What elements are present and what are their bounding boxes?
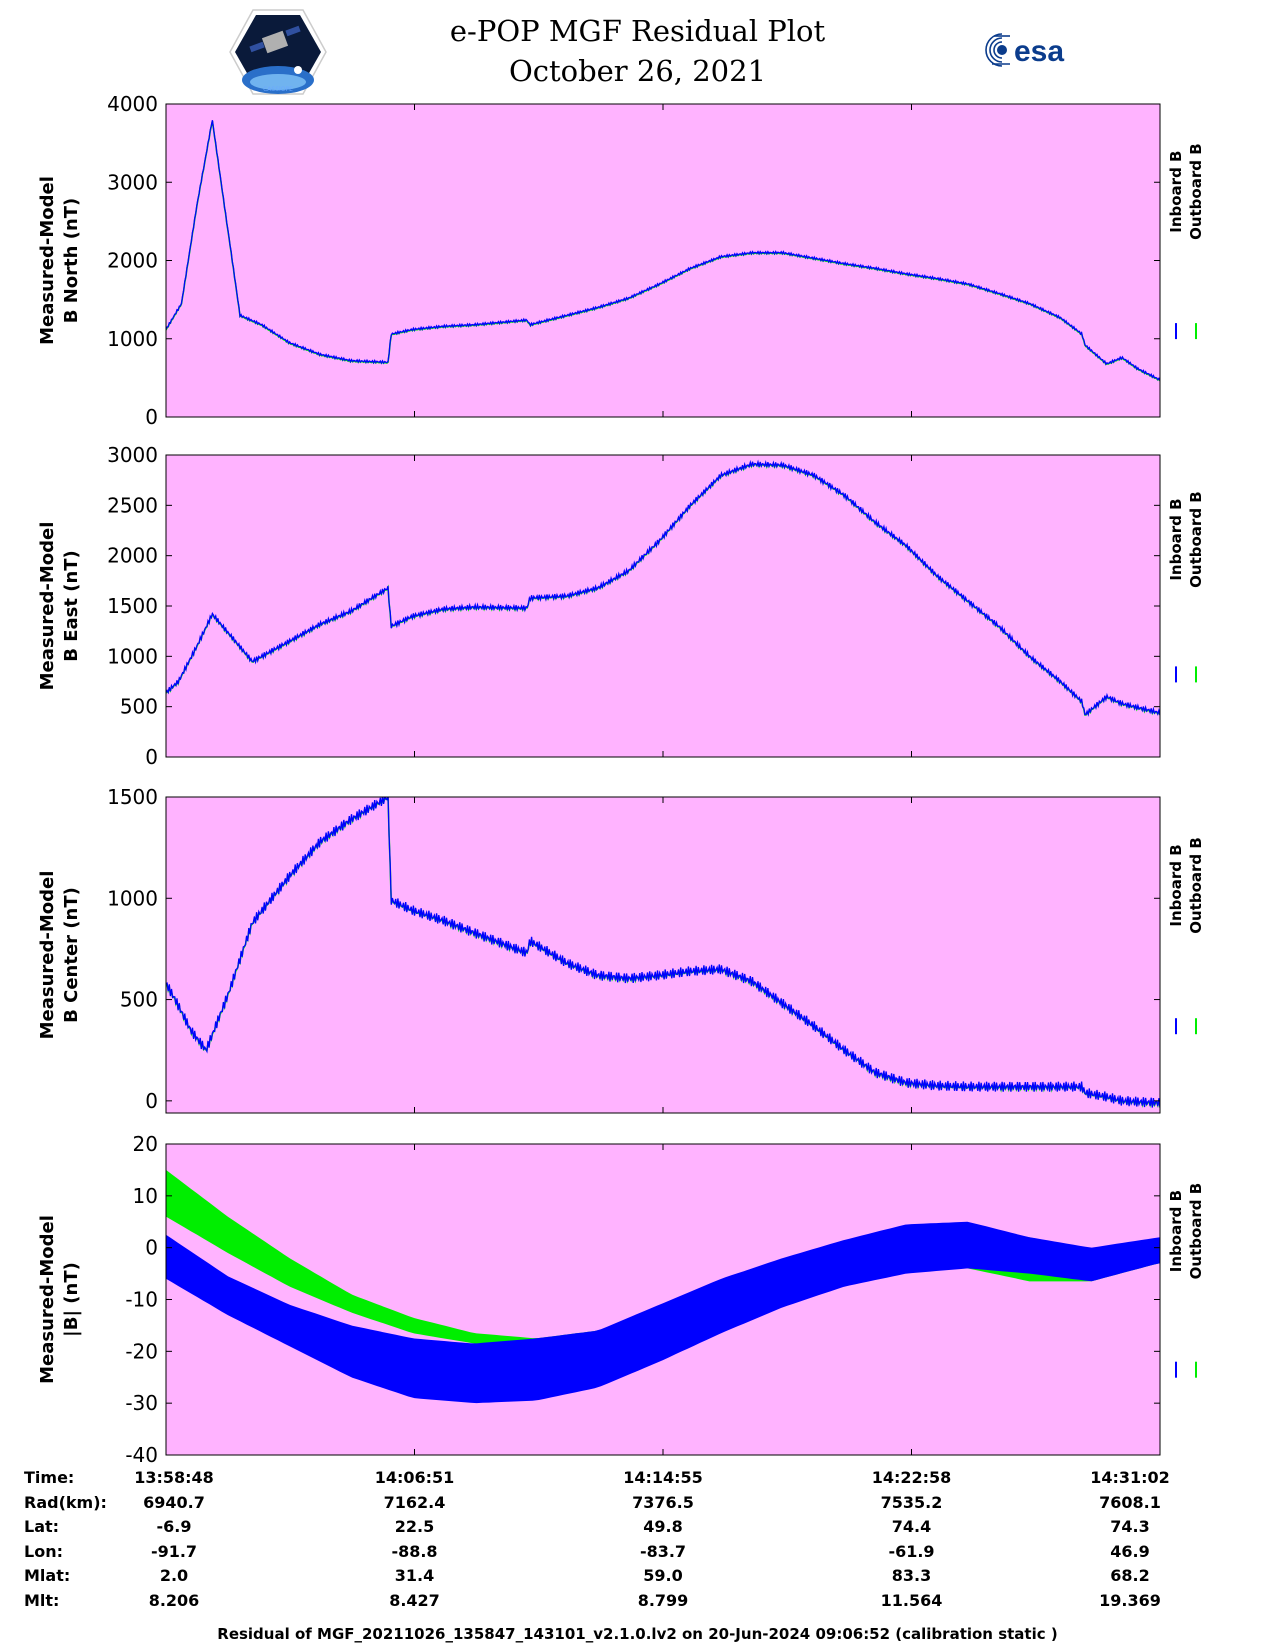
y-tick-label: -10 [125,1288,158,1312]
inboard-b-band [166,1221,1160,1404]
legend-outboard-label: Outboard B [1187,491,1205,588]
ephemeris-value: 8.206 [148,1590,200,1610]
y-tick-label: 0 [145,1089,158,1113]
chart-title: e-POP MGF Residual Plot [449,14,826,48]
panel-3: 0 500 1000 1500 Measured-Model B Center (nT) I… [37,785,1205,1114]
ephemeris-row-label: Rad(km): [24,1492,107,1512]
footer-caption: Residual of MGF_20211026_135847_143101_v… [217,1625,1058,1643]
ephemeris-value: 59.0 [643,1566,683,1585]
ephemeris-value: 14:22:58 [871,1468,952,1487]
ephemeris-value: 49.8 [643,1517,683,1536]
y-tick-label: -40 [125,1443,158,1467]
panel-background [166,797,1160,1113]
y-axis-label: Measured-Model B Center (nT) [37,871,82,1040]
legend-outboard-label: Outboard B [1187,143,1205,240]
y-tick-label: 2000 [107,249,158,273]
chart-date: October 26, 2021 [508,54,767,88]
legend: Inboard B Outboard B [1167,1183,1205,1378]
y-tick-label: 500 [120,988,158,1012]
ephemeris-value: 14:31:02 [1090,1468,1170,1487]
panel-2: 0 500 1000 1500 2000 2500 3000 Measured-Model B … [37,443,1205,769]
legend: Inboard B Outboard B [1167,837,1205,1035]
y-axis-label: Measured-Model |B| (nT) [37,1215,82,1384]
y-tick-label: 3000 [107,170,158,194]
ephemeris-value: -91.7 [150,1541,198,1561]
y-tick-label: 1500 [107,785,158,809]
svg-text:CASSIOPE: CASSIOPE [263,86,293,93]
ephemeris-row-label: Lat: [24,1517,60,1536]
ephemeris-value: 13:58:48 [134,1468,214,1487]
y-tick-label: 2000 [107,544,158,568]
ephemeris-value: 74.4 [891,1517,932,1536]
panel-background [166,455,1160,757]
ephemeris-value: 19.369 [1099,1590,1161,1610]
ephemeris-value: 7608.1 [1099,1492,1161,1512]
ephemeris-value: -83.7 [639,1541,687,1561]
y-tick-label: 3000 [107,443,158,467]
header: CASSIOPE e-POP MGF Residual Plot October… [0,0,1275,100]
ephemeris-value: 31.4 [394,1566,435,1585]
y-tick-label: 1000 [107,886,158,910]
ephemeris-value: 74.3 [1110,1517,1150,1536]
y-tick-label: 4000 [107,92,158,116]
ephemeris-value: 6940.7 [143,1492,205,1512]
ephemeris-value: -61.9 [888,1541,935,1561]
y-tick-label: 500 [120,695,158,719]
legend-outboard-label: Outboard B [1187,1183,1205,1280]
panel-background [166,104,1160,417]
mission-logo: CASSIOPE [228,8,328,96]
y-tick-label: 1000 [107,644,158,668]
ephemeris-value: 7162.4 [383,1492,446,1512]
y-tick-label: 1500 [107,594,158,618]
panel-4: -40 -30 -20 -10 0 10 20 Measured-Model |B| (nT) I… [37,1132,1205,1467]
legend: Inboard B Outboard B [1167,491,1205,683]
ephemeris-row-label: Mlt: [24,1590,60,1610]
legend-inboard-label: Inboard B [1167,498,1185,580]
y-axis-label: Measured-Model B East (nT) [37,522,82,691]
legend-inboard-label: Inboard B [1167,1190,1185,1272]
y-tick-label: 0 [145,405,158,429]
panel-1: 0 1000 2000 3000 4000 Measured-Model B North (… [37,92,1205,429]
y-tick-label: 1000 [107,327,158,351]
esa-logo: esa [980,28,1095,72]
ephemeris-value: 83.3 [891,1566,932,1585]
ephemeris-value: 14:06:51 [374,1468,455,1487]
ephemeris-value: 22.5 [394,1517,435,1536]
ephemeris-row-label: Time: [24,1468,75,1487]
y-axis-label: Measured-Model B North (nT) [37,176,82,345]
legend-outboard-label: Outboard B [1187,837,1205,934]
ephemeris-value: 7535.2 [880,1492,943,1512]
panel-background [166,1144,1160,1455]
svg-text:esa: esa [1014,35,1064,68]
inboard-b-trace [166,459,1160,717]
y-tick-label: 20 [133,1132,158,1156]
inboard-b-trace [166,797,1160,1108]
ephemeris-value: 7376.5 [632,1492,694,1512]
ephemeris-value: 46.9 [1110,1541,1150,1561]
y-tick-label: 2500 [107,493,158,517]
ephemeris-value: -6.9 [156,1517,192,1536]
inboard-b-trace [166,120,1160,381]
ephemeris-value: 68.2 [1110,1566,1150,1585]
legend-inboard-label: Inboard B [1167,151,1185,233]
legend: Inboard B Outboard B [1167,143,1205,340]
ephemeris-value: -88.8 [391,1541,438,1561]
y-tick-label: 10 [133,1184,158,1208]
ephemeris-row-label: Lon: [24,1541,63,1561]
y-tick-label: 0 [145,1236,158,1260]
ephemeris-value: 8.799 [637,1590,689,1610]
y-tick-label: -20 [125,1339,158,1363]
y-tick-label: 0 [145,745,158,769]
ephemeris-row-label: Mlat: [24,1566,71,1585]
legend-inboard-label: Inboard B [1167,844,1185,926]
ephemeris-value: 8.427 [389,1590,440,1610]
ephemeris-value: 11.564 [880,1590,943,1610]
ephemeris-value: 14:14:55 [623,1468,703,1487]
ephemeris-value: 2.0 [159,1566,189,1585]
y-tick-label: -30 [125,1391,158,1415]
